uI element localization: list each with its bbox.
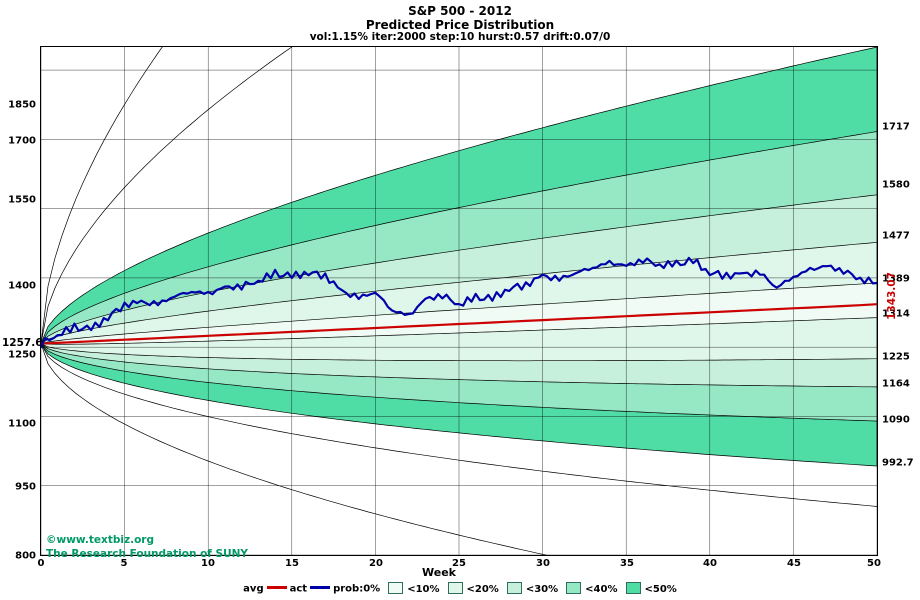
right-label-1477: 1477 [882,230,910,242]
x-tick-35: 35 [620,558,634,569]
chart-svg [39,0,878,600]
x-tick-0: 0 [37,558,45,569]
chart-title: S&P 500 - 2012 [408,4,512,18]
legend-band-30-label: <30% [525,583,559,595]
x-tick-15: 15 [285,558,299,569]
y-tick-1850: 1850 [8,99,36,111]
plot-area [39,0,878,600]
chart-subtitle-main: Predicted Price Distribution [365,18,555,32]
legend-band-30-swatch [506,582,522,594]
legend-band-10-swatch [388,582,404,594]
y-tick-1550: 1550 [8,194,36,206]
x-tick-5: 5 [120,558,128,569]
right-label-1389: 1389 [882,273,910,285]
y-tick-1100: 1100 [8,418,36,430]
x-tick-10: 10 [201,558,215,569]
legend-band-10-label: <10% [407,583,440,595]
x-tick-20: 20 [369,558,383,569]
x-tick-30: 30 [536,558,550,569]
legend-band-20-label: <20% [466,583,499,595]
legend-avg-label: avg [243,583,264,595]
y-tick-1250: 1250 [8,349,36,361]
chart-legend: avg act prob:0% <10% <20% <30% <40% <50% [0,582,920,595]
current-price-label: 1343.07 [886,272,898,320]
x-tick-25: 25 [452,558,466,569]
legend-band-50-swatch [625,582,641,594]
x-axis-label: Week [422,566,456,579]
right-label-1164: 1164 [882,378,910,390]
legend-act-swatch [310,586,331,589]
legend-avg-swatch [266,586,287,589]
right-label-992-7: 992.7 [882,457,914,469]
y-tick-800: 800 [15,550,36,562]
y-tick-950: 950 [15,481,36,493]
y-tick-1700: 1700 [8,135,36,147]
right-label-1580: 1580 [882,179,910,191]
x-tick-40: 40 [703,558,717,569]
legend-band-40-swatch [566,582,582,594]
right-label-1090: 1090 [882,414,910,426]
legend-prob-label: prob:0% [333,583,381,595]
y-tick-1400: 1400 [8,280,36,292]
x-tick-50: 50 [867,558,881,569]
right-label-1717: 1717 [882,121,910,133]
chart-parameters: vol:1.15% iter:2000 step:10 hurst:0.57 d… [309,31,611,43]
legend-band-50-label: <50% [644,583,677,595]
right-label-1225: 1225 [882,351,910,363]
start-price-label: 1257.60 [2,337,50,349]
x-tick-45: 45 [787,558,801,569]
legend-band-40-label: <40% [585,583,618,595]
right-label-1314: 1314 [882,308,910,320]
credit-line-1: ©www.textbiz.org [46,534,154,546]
legend-act-label: act [289,583,308,595]
legend-band-20-swatch [447,582,463,594]
credit-line-2: The Research Foundation of SUNY [46,548,249,560]
